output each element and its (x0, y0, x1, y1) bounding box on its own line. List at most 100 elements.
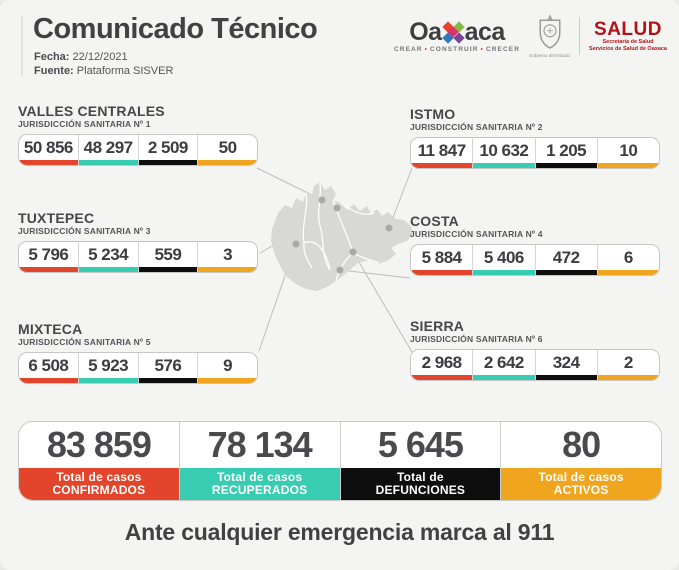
fecha-line: Fecha: 22/12/2021 (34, 50, 173, 64)
confirmed-value: 50 856 (23, 137, 74, 157)
recovered-cell: 2 642 (473, 350, 536, 380)
oaxaca-word-prefix: Oa (409, 17, 442, 46)
oaxaca-wordmark: Oa aca (409, 17, 506, 46)
label-line-2: ACTIVOS (553, 483, 609, 497)
active-cell: 50 (198, 135, 257, 165)
recovered-value: 2 642 (483, 352, 525, 372)
deaths-strip (138, 378, 198, 383)
region-name: COSTA (410, 213, 459, 229)
label-line-2: RECUPERADOS (211, 483, 308, 497)
active-value: 50 (218, 137, 237, 157)
deaths-cell: 559 (138, 242, 199, 272)
salud-logo: SALUD Secretaría de Salud Servicios de S… (589, 20, 667, 53)
region-tuxtepec: TUXTEPEC JURISDICCIÓN SANITARIA Nº 3 5 7… (18, 210, 258, 273)
label-line-1: Total de casos (538, 470, 624, 484)
region-stats-table: 11 847 10 632 1 205 10 (410, 137, 660, 169)
region-jurisdiction: JURISDICCIÓN SANITARIA Nº 5 (18, 337, 151, 347)
region-jurisdiction: JURISDICCIÓN SANITARIA Nº 4 (410, 229, 543, 239)
state-crest: Gobierno del Estado (529, 14, 570, 58)
active-value: 2 (623, 352, 633, 372)
deaths-strip (535, 163, 597, 168)
active-cell: 6 (597, 245, 659, 275)
region-jurisdiction: JURISDICCIÓN SANITARIA Nº 3 (18, 226, 151, 236)
total-recovered: 78 134 Total de casos RECUPERADOS (179, 422, 341, 500)
deaths-value: 559 (154, 244, 182, 264)
tagline-dot-icon: • (480, 45, 484, 53)
emergency-footer: Ante cualquier emergencia marca al 911 (124, 519, 555, 545)
header-rule (21, 15, 23, 77)
region-jurisdiction: JURISDICCIÓN SANITARIA Nº 2 (410, 122, 543, 132)
region-stats-table: 5 796 5 234 559 3 (18, 241, 258, 273)
confirmed-strip (19, 378, 78, 383)
region-name: VALLES CENTRALES (18, 103, 165, 119)
deaths-cell: 1 205 (535, 138, 598, 168)
recovered-strip (78, 378, 138, 383)
confirmed-value: 2 968 (421, 352, 463, 372)
confirmed-value: 11 847 (417, 140, 467, 160)
region-stats-table: 50 856 48 297 2 509 50 (18, 134, 258, 166)
connector-lines (256, 167, 413, 353)
salud-subtitle-2: Servicios de Salud de Oaxaca (589, 45, 667, 52)
active-strip (198, 378, 257, 383)
deaths-value: 324 (552, 352, 580, 372)
oaxaca-x-icon (441, 20, 465, 44)
active-strip (597, 375, 659, 380)
region-name: SIERRA (410, 318, 465, 334)
region-mixteca: MIXTECA JURISDICCIÓN SANITARIA Nº 5 6 50… (18, 321, 258, 384)
deaths-cell: 576 (138, 353, 199, 383)
confirmed-strip (411, 375, 473, 380)
region-stats-table: 6 508 5 923 576 9 (18, 352, 258, 384)
label-line-1: Total de casos (216, 470, 303, 484)
recovered-cell: 10 632 (473, 138, 536, 168)
deaths-cell: 2 509 (138, 135, 199, 165)
region-jurisdiction: JURISDICCIÓN SANITARIA Nº 6 (410, 334, 543, 344)
total-confirmed-value: 83 859 (46, 424, 152, 465)
total-recovered-label: Total de casos RECUPERADOS (179, 468, 340, 500)
total-confirmed: 83 859 Total de casos CONFIRMADOS (19, 422, 180, 500)
deaths-value: 1 205 (546, 140, 587, 160)
recovered-value: 48 297 (83, 137, 134, 157)
total-active-label: Total de casos ACTIVOS (501, 468, 661, 500)
recovered-cell: 48 297 (78, 135, 139, 165)
recovered-cell: 5 406 (473, 245, 536, 275)
fecha-value: 22/12/2021 (72, 51, 128, 63)
oaxaca-logo: Oa aca CREAR • CONSTRUIR • CRECER (394, 17, 520, 53)
total-deaths-label: Total de DEFUNCIONES (340, 468, 501, 500)
total-confirmed-label: Total de casos CONFIRMADOS (19, 468, 179, 500)
total-active-value: 80 (562, 424, 601, 465)
confirmed-cell: 5 884 (411, 245, 474, 275)
active-cell: 3 (198, 242, 257, 272)
active-value: 9 (223, 355, 233, 375)
deaths-value: 2 509 (147, 137, 189, 157)
active-strip (198, 160, 257, 165)
label-line-1: Total de casos (56, 470, 142, 484)
active-value: 3 (223, 244, 233, 264)
fuente-label: Fuente: (34, 65, 74, 77)
tagline-dot-icon: • (424, 45, 428, 53)
tagline-word-2: CONSTRUIR (430, 45, 479, 53)
confirmed-cell: 11 847 (411, 138, 474, 168)
recovered-strip (473, 163, 535, 168)
region-valles-centrales: VALLES CENTRALES JURISDICCIÓN SANITARIA … (18, 103, 258, 166)
confirmed-strip (19, 267, 78, 272)
active-value: 10 (619, 140, 638, 160)
tagline-word-3: CRECER (485, 45, 520, 53)
logo-divider (579, 17, 581, 55)
oaxaca-word-suffix: aca (464, 17, 506, 46)
confirmed-strip (411, 270, 473, 275)
recovered-cell: 5 923 (78, 353, 139, 383)
confirmed-cell: 50 856 (19, 135, 79, 165)
region-istmo: ISTMO JURISDICCIÓN SANITARIA Nº 2 11 847… (410, 106, 660, 169)
fecha-label: Fecha: (34, 51, 70, 63)
active-strip (597, 163, 659, 168)
salud-subtitle-1: Secretaría de Salud (602, 38, 654, 45)
region-name: ISTMO (410, 106, 456, 122)
region-stats-table: 5 884 5 406 472 6 (410, 244, 660, 276)
active-cell: 9 (198, 353, 257, 383)
confirmed-cell: 6 508 (19, 353, 79, 383)
deaths-strip (138, 267, 198, 272)
crest-shield-icon (539, 14, 561, 49)
confirmed-value: 5 884 (421, 247, 463, 267)
deaths-strip (138, 160, 198, 165)
